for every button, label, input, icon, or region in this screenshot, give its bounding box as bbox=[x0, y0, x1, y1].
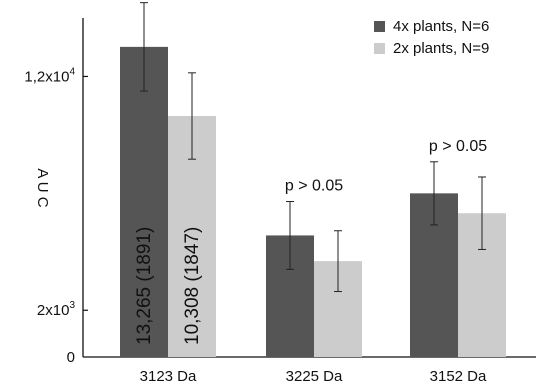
ticks-layer: 0 2x103 1,2x104 bbox=[24, 66, 88, 366]
bar-4x-1 bbox=[120, 46, 168, 358]
bar-value-label: 10,308 (1847) bbox=[182, 227, 203, 345]
p-value-label: p > 0.05 bbox=[285, 178, 343, 195]
y-tick-exponent: 4 bbox=[69, 66, 75, 77]
y-tick-label: 0 bbox=[67, 349, 75, 366]
legend-label: 4x plants, N=6 bbox=[393, 18, 489, 35]
legend-swatch-4x bbox=[374, 21, 385, 32]
error-bars-layer bbox=[140, 2, 486, 293]
bar-value-label: 13,265 (1891) bbox=[134, 227, 155, 345]
x-tick-label: 3225 Da bbox=[286, 368, 343, 385]
y-tick-exponent: 3 bbox=[69, 300, 75, 311]
p-value-label: p > 0.05 bbox=[429, 138, 487, 155]
y-tick-label: 2x103 bbox=[37, 300, 76, 319]
legend-swatch-2x bbox=[374, 43, 385, 54]
y-tick-base: 1,2x10 bbox=[24, 68, 69, 85]
y-tick-base: 0 bbox=[67, 349, 75, 366]
x-tick-label: 3152 Da bbox=[430, 368, 487, 385]
x-tick-label: 3123 Da bbox=[140, 368, 197, 385]
y-axis-label: A U C bbox=[34, 168, 51, 207]
legend: 4x plants, N=6 2x plants, N=9 bbox=[374, 18, 489, 57]
labels-layer: 13,265 (1891)10,308 (1847)3123 Dap = 0.0… bbox=[134, 138, 487, 385]
y-tick-base: 2x10 bbox=[37, 302, 70, 319]
bars-layer bbox=[120, 46, 506, 358]
legend-label: 2x plants, N=9 bbox=[393, 40, 489, 57]
y-tick-label: 1,2x104 bbox=[24, 66, 75, 85]
